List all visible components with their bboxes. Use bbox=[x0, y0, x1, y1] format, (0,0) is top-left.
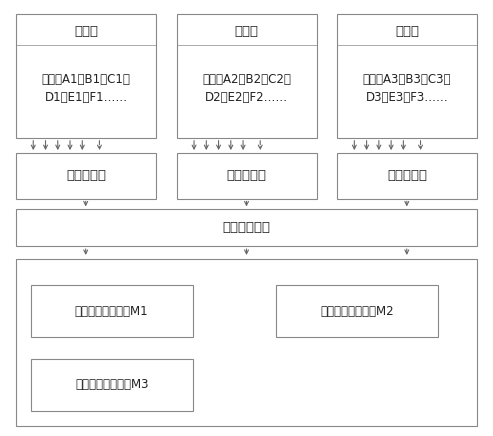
Bar bbox=[177, 14, 317, 138]
Text: 视频解码器: 视频解码器 bbox=[66, 169, 106, 182]
Text: 区域三: 区域三 bbox=[395, 25, 419, 38]
Text: 区域一的显示区域M1: 区域一的显示区域M1 bbox=[75, 305, 148, 318]
Bar bbox=[16, 209, 477, 246]
Text: 区域二的显示区域M2: 区域二的显示区域M2 bbox=[320, 305, 393, 318]
Text: 摄像头A2、B2、C2、
D2、E2、F2……: 摄像头A2、B2、C2、 D2、E2、F2…… bbox=[202, 73, 291, 104]
Bar bbox=[31, 285, 193, 337]
Text: 区域三的显示区域M3: 区域三的显示区域M3 bbox=[75, 378, 148, 391]
Text: 信号采集装置: 信号采集装置 bbox=[222, 221, 271, 234]
Bar bbox=[16, 259, 477, 426]
Text: 视频解码器: 视频解码器 bbox=[227, 169, 267, 182]
Bar bbox=[337, 153, 477, 198]
Text: 摄像头A1、B1、C1、
D1、E1、F1……: 摄像头A1、B1、C1、 D1、E1、F1…… bbox=[41, 73, 130, 104]
Text: 区域二: 区域二 bbox=[235, 25, 259, 38]
Text: 摄像头A3、B3、C3、
D3、E3、F3……: 摄像头A3、B3、C3、 D3、E3、F3…… bbox=[363, 73, 451, 104]
Bar bbox=[177, 153, 317, 198]
Text: 视频解码器: 视频解码器 bbox=[387, 169, 427, 182]
Bar bbox=[276, 285, 438, 337]
Bar bbox=[337, 14, 477, 138]
Text: 区域一: 区域一 bbox=[74, 25, 98, 38]
Bar bbox=[16, 14, 156, 138]
Bar bbox=[16, 153, 156, 198]
Bar bbox=[31, 359, 193, 411]
